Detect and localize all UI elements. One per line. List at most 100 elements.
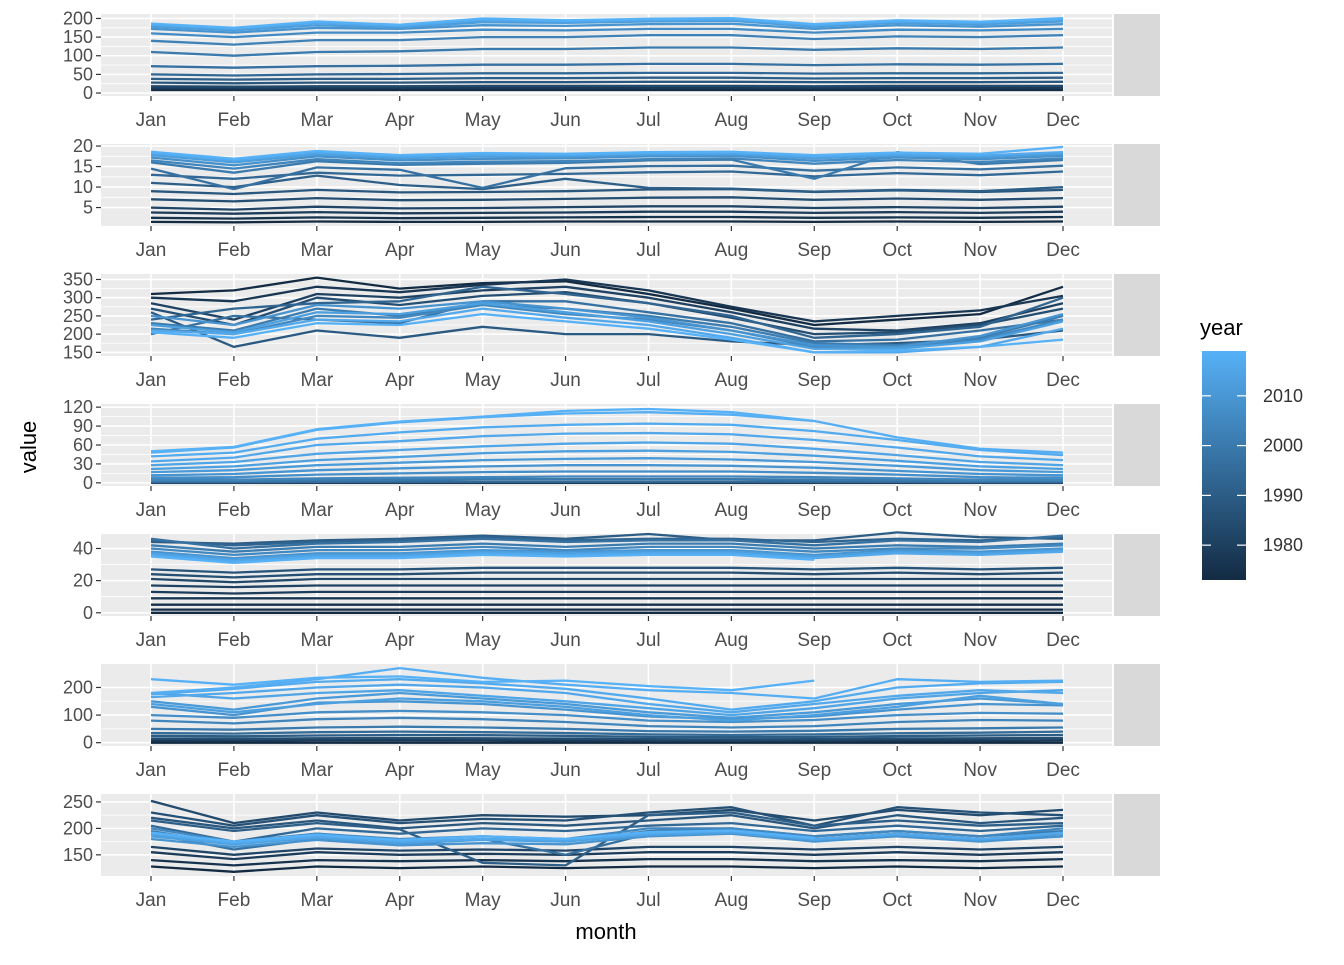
x-tick-label: Jun: [550, 760, 581, 781]
x-tick-label: May: [465, 110, 501, 131]
x-tick-label: Apr: [385, 630, 415, 651]
x-tick-label: Nov: [963, 890, 997, 911]
x-tick-label: Jun: [550, 370, 581, 391]
y-tick-label: 20: [73, 571, 93, 591]
series-line-1985: [151, 738, 1063, 739]
x-tick-label: May: [465, 890, 501, 911]
x-tick-label: Sep: [797, 760, 831, 781]
x-tick-label: Aug: [714, 240, 748, 261]
x-tick-label: Apr: [385, 370, 415, 391]
x-tick-label: Aug: [714, 110, 748, 131]
y-tick-label: 40: [73, 538, 93, 558]
x-tick-label: Aug: [714, 500, 748, 521]
y-tick-label: 350: [63, 269, 93, 289]
y-tick-label: 50: [73, 64, 93, 84]
y-tick-label: 10: [73, 177, 93, 197]
x-tick-label: Mar: [300, 760, 333, 781]
facet-strip: [1114, 794, 1160, 876]
x-tick-label: Sep: [797, 240, 831, 261]
y-tick-label: 200: [63, 324, 93, 344]
x-tick-label: Jul: [636, 630, 660, 651]
x-tick-label: Jan: [136, 890, 167, 911]
y-tick-label: 30: [73, 454, 93, 474]
x-tick-label: Jun: [550, 240, 581, 261]
x-tick-label: Jun: [550, 890, 581, 911]
y-tick-label: 250: [63, 792, 93, 812]
x-tick-label: Apr: [385, 240, 415, 261]
x-tick-label: Nov: [963, 110, 997, 131]
x-tick-label: Mar: [300, 890, 333, 911]
x-tick-label: Aug: [714, 370, 748, 391]
x-tick-label: Oct: [882, 110, 912, 131]
x-axis-title: month: [575, 919, 636, 944]
x-tick-label: Feb: [218, 630, 251, 651]
series-line-1973: [151, 222, 1063, 223]
x-tick-label: Jan: [136, 110, 167, 131]
x-tick-label: Jan: [136, 370, 167, 391]
y-tick-label: 100: [63, 705, 93, 725]
x-tick-label: Dec: [1046, 370, 1080, 391]
x-tick-label: May: [465, 760, 501, 781]
x-tick-label: Nov: [963, 760, 997, 781]
facet-strip: [1114, 144, 1160, 226]
x-tick-label: Mar: [300, 500, 333, 521]
y-tick-label: 0: [83, 603, 93, 623]
legend-title: year: [1200, 315, 1243, 340]
x-tick-label: Nov: [963, 500, 997, 521]
series-line-1983: [151, 86, 1063, 87]
x-tick-label: Jul: [636, 760, 660, 781]
y-tick-label: 0: [83, 733, 93, 753]
legend-tick-label: 2000: [1263, 436, 1303, 456]
legend-tick-label: 1990: [1263, 485, 1303, 505]
x-tick-label: Mar: [300, 370, 333, 391]
x-tick-label: Sep: [797, 370, 831, 391]
x-tick-label: Dec: [1046, 110, 1080, 131]
y-tick-label: 250: [63, 306, 93, 326]
facet-strip: [1114, 274, 1160, 356]
x-tick-label: Feb: [218, 370, 251, 391]
y-tick-label: 300: [63, 288, 93, 308]
series-line-1990: [151, 735, 1063, 737]
x-tick-label: Mar: [300, 110, 333, 131]
y-tick-label: 15: [73, 157, 93, 177]
x-tick-label: Feb: [218, 760, 251, 781]
x-tick-label: Nov: [963, 240, 997, 261]
facet-strip: [1114, 14, 1160, 96]
x-tick-label: Sep: [797, 630, 831, 651]
x-tick-label: Apr: [385, 890, 415, 911]
x-tick-label: Aug: [714, 630, 748, 651]
facet-strip: [1114, 664, 1160, 746]
x-tick-label: Dec: [1046, 630, 1080, 651]
x-tick-label: Jul: [636, 240, 660, 261]
x-tick-label: Jul: [636, 890, 660, 911]
x-tick-label: Jan: [136, 240, 167, 261]
x-tick-label: Apr: [385, 110, 415, 131]
x-tick-label: Jan: [136, 760, 167, 781]
y-axis-title: value: [16, 421, 41, 474]
x-tick-label: Dec: [1046, 240, 1080, 261]
y-tick-label: 5: [83, 198, 93, 218]
x-tick-label: Dec: [1046, 890, 1080, 911]
y-tick-label: 200: [63, 677, 93, 697]
series-line-1979: [151, 740, 1063, 741]
x-tick-label: Feb: [218, 110, 251, 131]
x-tick-label: May: [465, 630, 501, 651]
x-tick-label: Jul: [636, 500, 660, 521]
x-tick-label: Feb: [218, 890, 251, 911]
facet-strip: [1114, 534, 1160, 616]
y-tick-label: 60: [73, 435, 93, 455]
x-tick-label: Aug: [714, 890, 748, 911]
x-tick-label: May: [465, 500, 501, 521]
x-tick-label: Oct: [882, 630, 912, 651]
y-tick-label: 100: [63, 46, 93, 66]
y-tick-label: 200: [63, 818, 93, 838]
